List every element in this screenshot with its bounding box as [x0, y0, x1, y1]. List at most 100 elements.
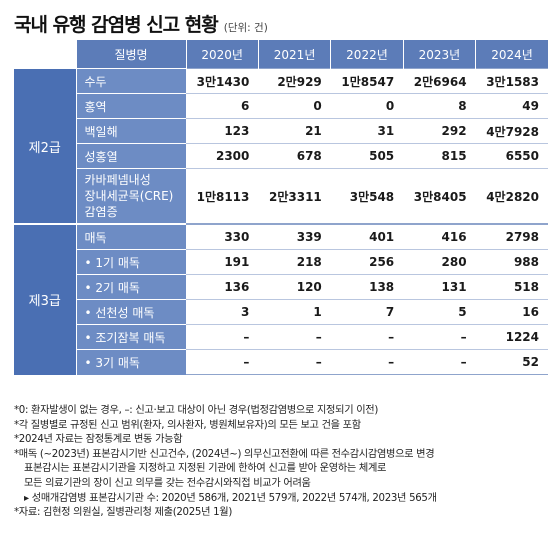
table-row: • 선천성 매독 3 1 7 5 16	[14, 299, 548, 325]
value-cell: –	[403, 324, 476, 350]
disease-name: 백일해	[75, 118, 186, 144]
value-cell: 138	[330, 274, 404, 300]
title-row: 국내 유행 감염병 신고 현황 (단위: 건)	[14, 10, 268, 36]
value-cell: 21	[258, 118, 331, 144]
disease-name-multiline: 카바페넴내성 장내세균목(CRE) 감염증	[75, 168, 186, 224]
table-row: 제2급 수두 3만1430 2만929 1만8547 2만6964 3만1583	[14, 68, 548, 224]
value-cell: 678	[258, 143, 331, 169]
value-cell: 505	[330, 143, 404, 169]
page-title: 국내 유행 감염병 신고 현황	[14, 14, 219, 36]
value-cell: 815	[403, 143, 476, 169]
header-disease-name: 질병명	[75, 40, 186, 69]
value-cell: 8	[403, 93, 476, 119]
value-cell: 280	[403, 249, 476, 275]
footnote: ▸ 성매개감염병 표본감시기관 수: 2020년 586개, 2021년 579…	[24, 492, 437, 504]
value-cell: 0	[330, 93, 404, 119]
header-year-2024: 2024년	[475, 40, 548, 69]
value-cell: 401	[330, 223, 404, 250]
disease-name: • 2기 매독	[75, 274, 186, 300]
value-cell: 0	[258, 93, 331, 119]
header-row: 질병명 2020년 2021년 2022년 2023년 2024년	[14, 40, 548, 69]
header-year-2020: 2020년	[185, 40, 259, 69]
disease-name: • 3기 매독	[75, 349, 186, 375]
header-year-2023: 2023년	[402, 40, 476, 69]
value-cell: 1만8547	[330, 68, 404, 94]
table-row: 카바페넴내성 장내세균목(CRE) 감염증 1만8113 2만3311 3만54…	[14, 168, 548, 224]
table-row: • 조기잠복 매독 – – – – 1224	[14, 324, 548, 350]
header-blank	[14, 40, 76, 69]
value-cell: 2300	[186, 143, 259, 169]
footnote: 모든 의료기관의 장이 신고 의무를 갖는 전수감시와직접 비교가 어려움	[24, 477, 311, 489]
value-cell: 136	[186, 274, 259, 300]
footnote: *매독 (~2023년) 표본감시기반 신고건수, (2024년~) 의무신고전…	[14, 448, 435, 460]
value-cell: 330	[186, 223, 259, 250]
value-cell: 16	[475, 299, 548, 325]
disease-name: 매독	[75, 223, 186, 250]
header-year-2021: 2021년	[257, 40, 331, 69]
table-row: 성홍열 2300 678 505 815 6550	[14, 143, 548, 169]
table-row: 홍역 6 0 0 8 49	[14, 93, 548, 119]
group-label-grade3: 제3급	[14, 223, 76, 375]
value-cell: 131	[403, 274, 476, 300]
value-cell: –	[403, 349, 476, 375]
disease-name-line: 감염증	[84, 205, 118, 219]
group-label-grade2: 제2급	[14, 68, 76, 224]
value-cell: –	[330, 324, 404, 350]
value-cell: 52	[475, 349, 548, 375]
value-cell: 1만8113	[186, 168, 259, 224]
footnotes: *0: 환자발생이 없는 경우, –: 신고·보고 대상이 아닌 경우(법정감염…	[14, 404, 548, 521]
value-cell: 191	[186, 249, 259, 275]
disease-name: 수두	[75, 68, 186, 94]
value-cell: 256	[330, 249, 404, 275]
value-cell: –	[330, 349, 404, 375]
value-cell: 49	[475, 93, 548, 119]
value-cell: 3만1583	[475, 68, 548, 94]
unit-label: (단위: 건)	[223, 22, 268, 34]
value-cell: 292	[403, 118, 476, 144]
value-cell: 4만2820	[475, 168, 548, 224]
disease-name: • 조기잠복 매독	[75, 324, 186, 350]
value-cell: 2만929	[258, 68, 331, 94]
footnote: *0: 환자발생이 없는 경우, –: 신고·보고 대상이 아닌 경우(법정감염…	[14, 405, 379, 416]
disease-name: 홍역	[75, 93, 186, 119]
value-cell: 1224	[475, 324, 548, 350]
value-cell: 518	[475, 274, 548, 300]
value-cell: 416	[403, 223, 476, 250]
disease-report-table: 질병명 2020년 2021년 2022년 2023년 2024년 제2급 수두…	[14, 40, 548, 375]
table-row: • 2기 매독 136 120 138 131 518	[14, 274, 548, 300]
value-cell: 7	[330, 299, 404, 325]
value-cell: –	[186, 349, 259, 375]
value-cell: 339	[258, 223, 331, 250]
table-row: • 3기 매독 – – – – 52	[14, 349, 548, 375]
value-cell: –	[258, 349, 331, 375]
footnote: *2024년 자료는 잠정통계로 변동 가능함	[14, 434, 183, 446]
value-cell: 5	[403, 299, 476, 325]
value-cell: 2만6964	[403, 68, 476, 94]
footnote: 표본감시는 표본감시기관을 지정하고 지정된 기관에 한하여 신고를 받아 운영…	[24, 463, 387, 475]
value-cell: 2798	[475, 223, 548, 250]
disease-name: • 선천성 매독	[75, 299, 186, 325]
value-cell: 6	[186, 93, 259, 119]
value-cell: 6550	[475, 143, 548, 169]
value-cell: 988	[475, 249, 548, 275]
value-cell: 4만7928	[475, 118, 548, 144]
value-cell: 218	[258, 249, 331, 275]
table-row: 백일해 123 21 31 292 4만7928	[14, 118, 548, 144]
table-row: 제3급 매독 330 339 401 416 2798	[14, 223, 548, 375]
footnote-source: *자료: 김현정 의원실, 질병관리청 제출(2025년 1월)	[14, 507, 233, 519]
disease-name: 성홍열	[75, 143, 186, 169]
value-cell: 123	[186, 118, 259, 144]
value-cell: 2만3311	[258, 168, 331, 224]
value-cell: 3만548	[330, 168, 404, 224]
value-cell: 120	[258, 274, 331, 300]
disease-name-line: 카바페넴내성	[84, 173, 151, 187]
disease-name: • 1기 매독	[75, 249, 186, 275]
disease-name-line: 장내세균목(CRE)	[84, 189, 174, 203]
header-year-2022: 2022년	[330, 40, 404, 69]
value-cell: 3만8405	[403, 168, 476, 224]
value-cell: 3만1430	[186, 68, 259, 94]
footnote: *각 질병별로 규정된 신고 범위(환자, 의사환자, 병원체보유자)의 모든 …	[14, 419, 361, 431]
value-cell: 1	[258, 299, 331, 325]
value-cell: 31	[330, 118, 404, 144]
table-row: • 1기 매독 191 218 256 280 988	[14, 249, 548, 275]
